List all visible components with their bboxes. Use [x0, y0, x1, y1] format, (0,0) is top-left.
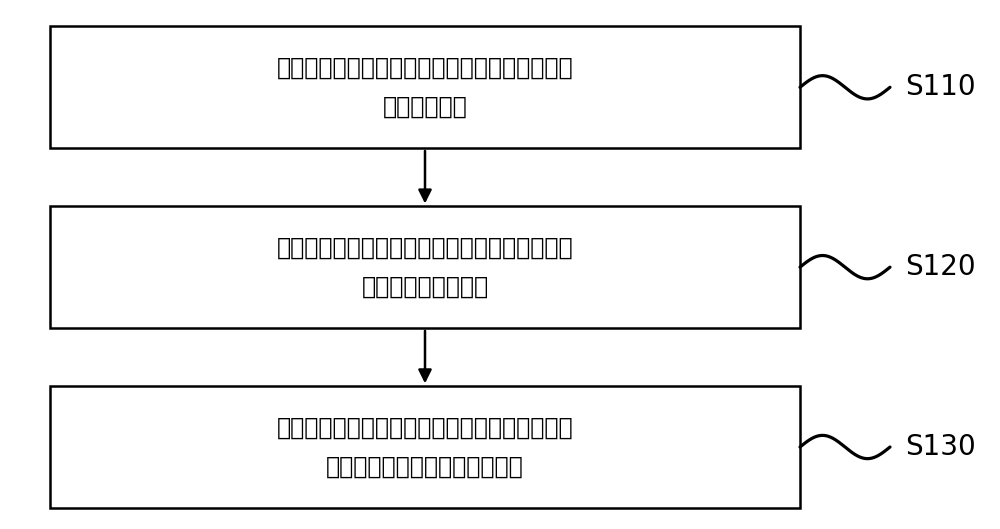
FancyBboxPatch shape: [50, 386, 800, 508]
Text: S110: S110: [905, 74, 976, 101]
Text: 向注册储能设备发送调度指令，以使储能设备根
据调度指令的指示完成负荷调度: 向注册储能设备发送调度指令，以使储能设备根 据调度指令的指示完成负荷调度: [277, 415, 573, 479]
Text: 根据负荷调度需求和调度申请信息确定注册储能
设备对应的调度指令: 根据负荷调度需求和调度申请信息确定注册储能 设备对应的调度指令: [277, 235, 573, 299]
FancyBboxPatch shape: [50, 26, 800, 148]
FancyBboxPatch shape: [50, 206, 800, 328]
Text: 获取电网的负荷调度需求和注册储能设备发送的
调度申请信息: 获取电网的负荷调度需求和注册储能设备发送的 调度申请信息: [277, 56, 573, 119]
Text: S130: S130: [905, 433, 976, 461]
Text: S120: S120: [905, 253, 976, 281]
